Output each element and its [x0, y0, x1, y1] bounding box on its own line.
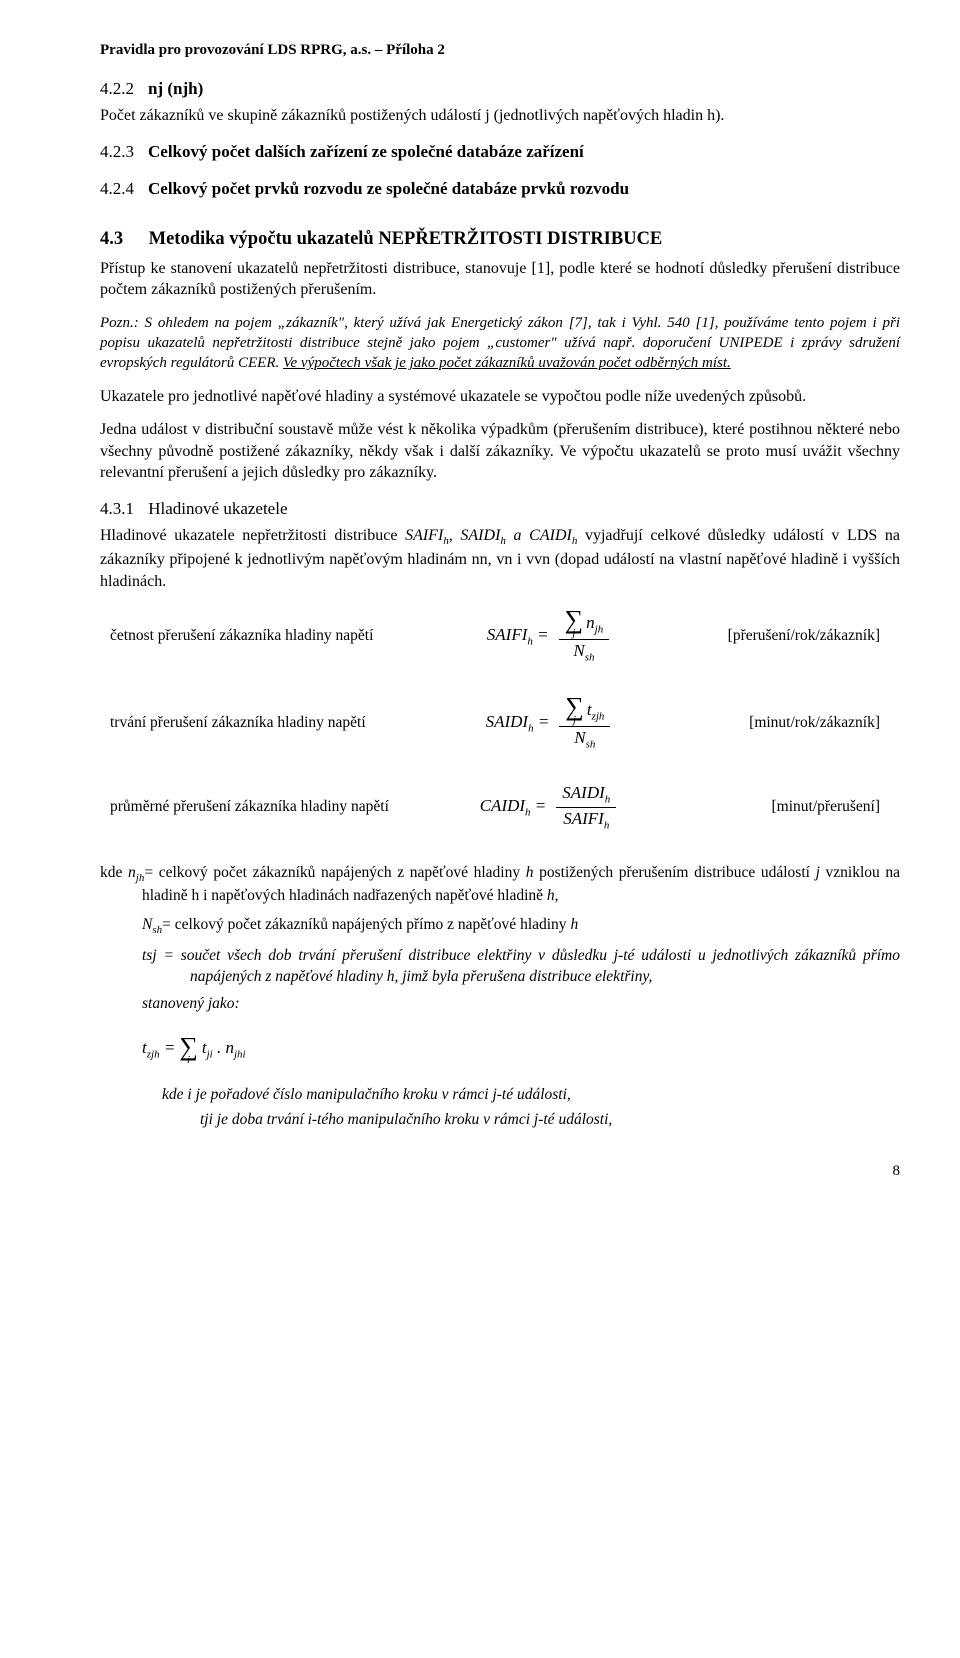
sec-title: Celkový počet dalších zařízení ze společ… — [148, 142, 584, 161]
formula-saifi: četnost přerušení zákazníka hladiny napě… — [100, 608, 900, 665]
note-underline: Ve výpočtech však je jako počet zákazník… — [283, 355, 731, 371]
formula-eq: SAIFIh = ∑jnjh Nsh — [420, 608, 680, 665]
sec-desc: Počet zákazníků ve skupině zákazníků pos… — [100, 105, 900, 127]
where-line-1: kde njh= celkový počet zákazníků napájen… — [100, 863, 900, 907]
formula-tzjh: tzjh = ∑i tji . njhi — [142, 1035, 900, 1066]
sec-num: 4.2.2 — [100, 78, 144, 101]
formula-unit: [minut/rok/zákazník] — [680, 713, 900, 734]
formula-unit: [přerušení/rok/zákazník] — [680, 626, 900, 647]
formula-eq: CAIDIh = SAIDIh SAIFIh — [420, 782, 680, 833]
section-4-2-2: 4.2.2 nj (njh) — [100, 78, 900, 101]
section-4-3: 4.3 Metodika výpočtu ukazatelů NEPŘETRŽI… — [100, 227, 900, 252]
sec-title: Hladinové ukazetele — [148, 499, 287, 518]
page-number: 8 — [100, 1161, 900, 1181]
sec-title: nj (njh) — [148, 79, 203, 98]
formula-saidi: trvání přerušení zákazníka hladiny napět… — [100, 695, 900, 752]
section-4-2-4: 4.2.4 Celkový počet prvků rozvodu ze spo… — [100, 178, 900, 201]
sec-title: Celkový počet prvků rozvodu ze společné … — [148, 179, 629, 198]
tail-kde: kde i je pořadové číslo manipulačního kr… — [162, 1085, 900, 1106]
paragraph: Ukazatele pro jednotlivé napěťové hladin… — [100, 386, 900, 408]
formula-caidi: průměrné přerušení zákazníka hladiny nap… — [100, 782, 900, 833]
sec-num: 4.2.4 — [100, 178, 144, 201]
sec-num: 4.3 — [100, 227, 144, 252]
sec-num: 4.2.3 — [100, 141, 144, 164]
t: tsj = součet všech dob trvání přerušení … — [142, 947, 900, 985]
formula-region: četnost přerušení zákazníka hladiny napě… — [100, 608, 900, 833]
tail-t2: tji je doba trvání i-tého manipulačního … — [200, 1110, 900, 1131]
t: stanovený jako: — [142, 995, 240, 1012]
paragraph: Přístup ke stanovení ukazatelů nepřetrži… — [100, 258, 900, 301]
formula-label: průměrné přerušení zákazníka hladiny nap… — [100, 797, 420, 818]
section-4-2-3: 4.2.3 Celkový počet dalších zařízení ze … — [100, 141, 900, 164]
paragraph: Jedna událost v distribuční soustavě můž… — [100, 419, 900, 484]
formula-unit: [minut/přerušení] — [680, 797, 900, 818]
where-stanoveny: stanovený jako: — [142, 994, 900, 1015]
intro-paragraph: Hladinové ukazatele nepřetržitosti distr… — [100, 525, 900, 592]
formula-eq: SAIDIh = ∑jtzjh Nsh — [420, 695, 680, 752]
where-tsj: tsj = součet všech dob trvání přerušení … — [190, 946, 900, 988]
where-line-2: Nsh= celkový počet zákazníků napájených … — [100, 915, 900, 938]
sec-title-pre: Metodika výpočtu ukazatelů — [149, 229, 379, 249]
t: kde — [100, 864, 128, 881]
intro-a: Hladinové ukazatele nepřetržitosti distr… — [100, 527, 405, 544]
t: postižených přerušením distribuce událos… — [533, 864, 815, 881]
sec-num: 4.3.1 — [100, 498, 144, 521]
sec-title-caps: NEPŘETRŽITOSTI DISTRIBUCE — [378, 229, 662, 249]
t: = celkový počet zákazníků napájených pří… — [162, 916, 570, 933]
doc-header: Pravidla pro provozování LDS RPRG, a.s. … — [100, 40, 900, 60]
section-4-3-1: 4.3.1 Hladinové ukazetele — [100, 498, 900, 521]
formula-label: trvání přerušení zákazníka hladiny napět… — [100, 713, 420, 734]
formula-label: četnost přerušení zákazníka hladiny napě… — [100, 626, 420, 647]
note-paragraph: Pozn.: S ohledem na pojem „zákazník", kt… — [100, 313, 900, 374]
t: = celkový počet zákazníků napájených z n… — [144, 864, 525, 881]
